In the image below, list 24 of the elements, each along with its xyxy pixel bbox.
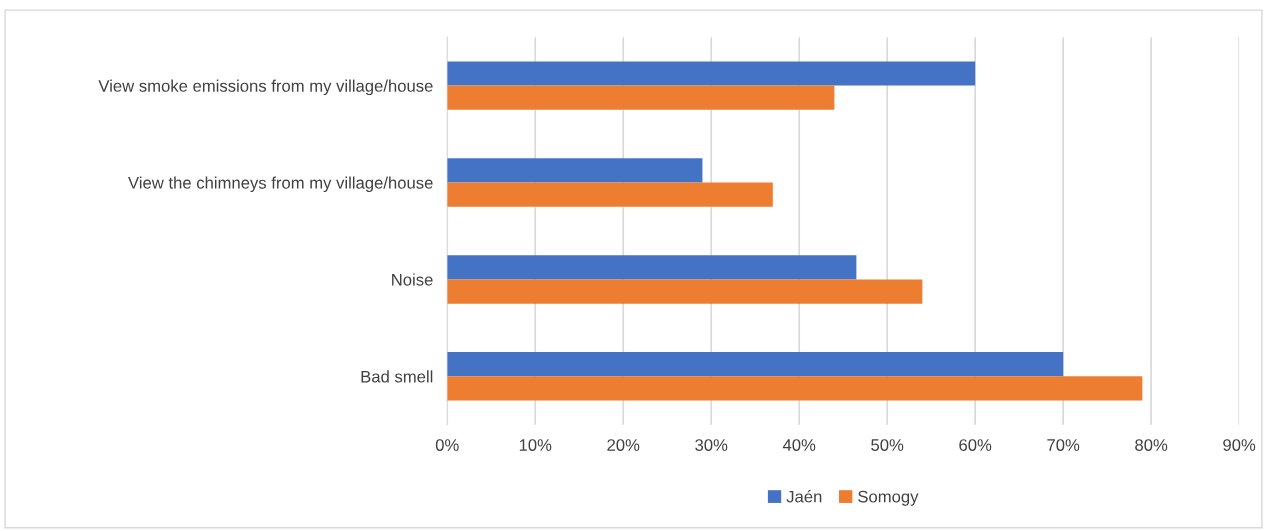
y-tick-label: Noise <box>392 273 433 286</box>
bar <box>447 85 835 110</box>
legend-label: Somogy <box>858 490 919 506</box>
bar <box>447 158 703 183</box>
y-tick-label: View smoke emissions from my village/house <box>98 79 433 96</box>
bar <box>447 376 1143 401</box>
x-tick-label: 30% <box>695 439 728 451</box>
x-tick-label: 90% <box>1223 439 1256 451</box>
x-tick-label: 80% <box>1135 439 1168 451</box>
x-tick-label: 40% <box>782 439 816 451</box>
bar <box>447 182 773 207</box>
bar <box>447 279 923 304</box>
legend-label: Jaén <box>786 490 822 503</box>
x-tick-label: 10% <box>519 439 552 451</box>
bar <box>447 352 1064 377</box>
y-tick-label: Bad smell <box>361 370 433 383</box>
y-tick-label: View the chimneys from my village/house <box>128 176 433 193</box>
bar <box>447 61 976 86</box>
x-tick-label: 60% <box>959 439 992 451</box>
x-tick-label: 0% <box>435 439 459 451</box>
x-tick-label: 50% <box>871 439 904 451</box>
bar <box>447 255 857 280</box>
x-tick-label: 70% <box>1047 439 1080 451</box>
x-tick-label: 20% <box>607 439 640 451</box>
